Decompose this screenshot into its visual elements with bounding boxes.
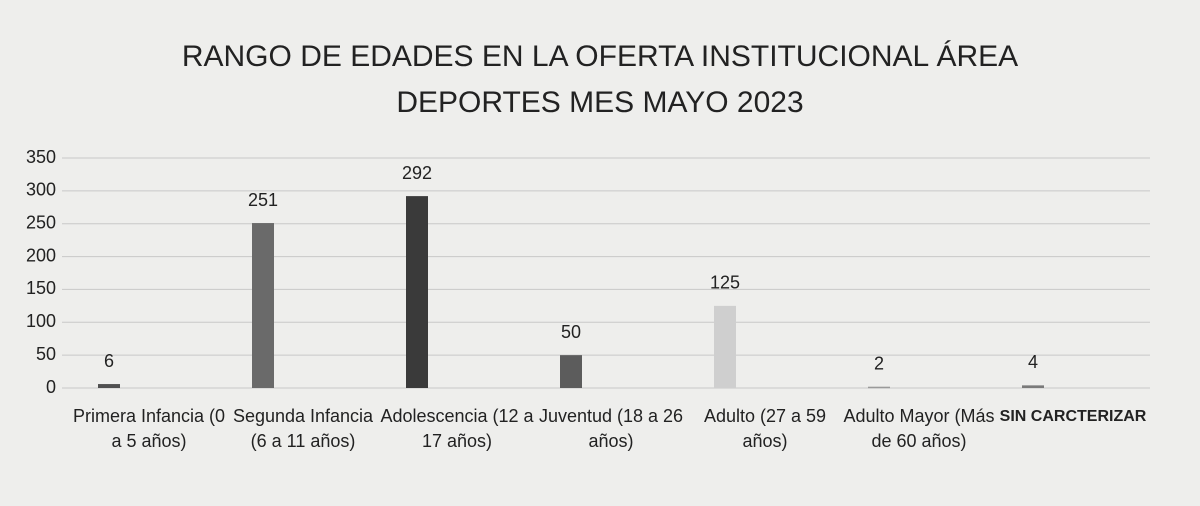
bar [1022,385,1044,388]
bar [560,355,582,388]
bar [252,223,274,388]
data-label: 2 [874,353,884,373]
y-tick-label: 0 [46,377,56,397]
y-tick-label: 100 [26,311,56,331]
data-label: 251 [248,190,278,210]
x-tick-label: Segunda Infancia (6 a 11 años) [232,406,374,451]
bar [406,196,428,388]
data-label: 6 [104,351,114,371]
y-tick-label: 200 [26,245,56,265]
y-tick-label: 350 [26,147,56,167]
bar [98,384,120,388]
data-label: 4 [1028,352,1038,372]
data-label: 50 [561,322,581,342]
y-tick-label: 150 [26,278,56,298]
x-tick-label: Primera Infancia (0 a 5 años) [72,406,226,451]
chart-title: RANGO DE EDADES EN LA OFERTA INSTITUCION… [181,40,1019,119]
y-tick-label: 50 [36,344,56,364]
x-tick-label: Adolescencia (12 a 17 años) [380,406,534,451]
x-tick-label: Adulto (27 a 59 años) [703,406,827,451]
x-tick-label: Adulto Mayor (Más de 60 años) [843,406,995,451]
y-tick-label: 250 [26,212,56,232]
data-label: 125 [710,273,740,293]
x-tick-label: Juventud (18 a 26 años) [538,406,684,451]
bar [714,305,736,388]
data-label: 292 [402,163,432,183]
y-tick-label: 300 [26,180,56,200]
x-tick-label: SIN CARCTERIZAR [999,408,1147,425]
bar [868,386,890,389]
